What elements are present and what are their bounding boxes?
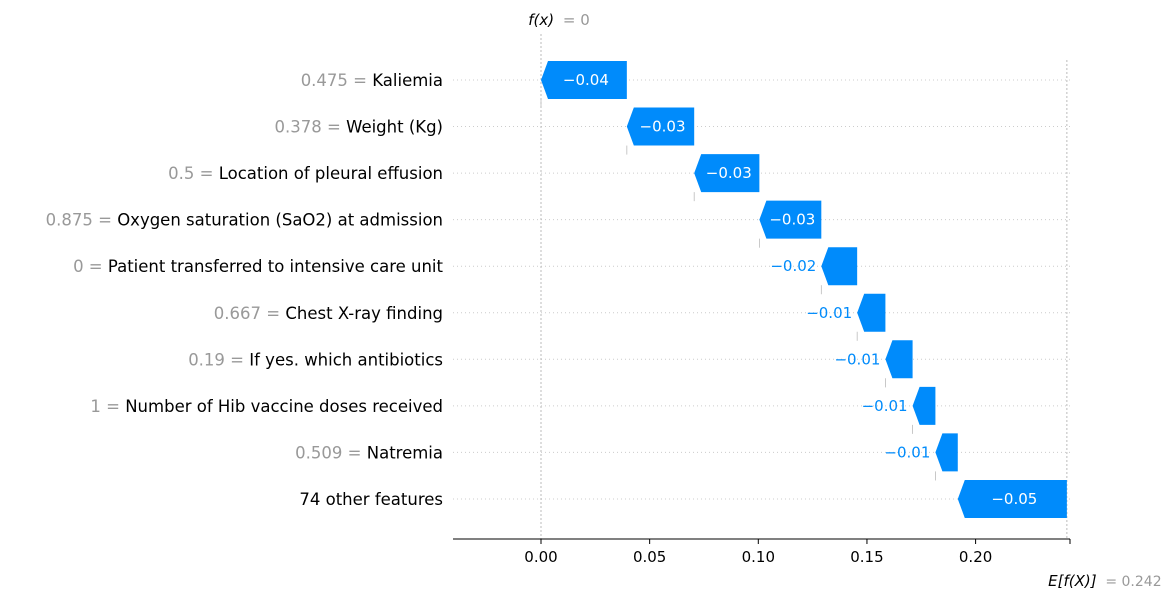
equals-sign: = [84, 257, 108, 276]
equals-sign: = [194, 164, 218, 183]
feature-label: 0.378 = Weight (Kg) [275, 118, 443, 137]
bar-value-label: −0.01 [834, 350, 880, 368]
bar-9 [935, 433, 958, 472]
bars-group: −0.04 −0.03 −0.03 −0.03 −0.02 −0.01 −0.01 −0.01… [540, 61, 1067, 518]
fx-annotation: f(x) = 0 [528, 11, 590, 29]
bar-7 [885, 340, 913, 379]
feature-value: 1 [90, 397, 101, 416]
equals-sign: = [342, 443, 366, 462]
feature-value: 0.19 [188, 350, 225, 369]
feature-label: 0 = Patient transferred to intensive car… [73, 257, 443, 276]
feature-label: 0.875 = Oxygen saturation (SaO2) at admi… [46, 211, 443, 230]
bar-1 [541, 61, 627, 99]
bar-10 [957, 479, 1067, 518]
fx-label: f(x) [528, 11, 554, 29]
bar-value-label: −0.03 [769, 211, 815, 229]
fx-value: = 0 [563, 11, 590, 29]
x-axis: 0.00 0.05 0.10 0.15 0.20 [453, 538, 1071, 566]
feature-value: 0.475 [301, 71, 348, 90]
bar-8 [912, 386, 936, 425]
feature-name: Location of pleural effusion [219, 164, 443, 183]
bar-value-label: −0.04 [563, 71, 609, 89]
feature-name: Patient transferred to intensive care un… [108, 257, 444, 276]
feature-value: 0.378 [275, 118, 322, 137]
feature-name: Chest X-ray finding [285, 304, 443, 323]
bar-value-label: −0.03 [640, 118, 686, 136]
bar-value-label: −0.01 [862, 397, 908, 415]
x-tick-label: 0.15 [850, 548, 883, 566]
equals-sign: = [348, 71, 372, 90]
x-tick-label: 0.10 [742, 548, 775, 566]
bar-value-label: −0.05 [991, 490, 1037, 508]
feature-label: 0.667 = Chest X-ray finding [214, 304, 443, 323]
feature-name: Natremia [367, 443, 443, 462]
feature-label: 0.5 = Location of pleural effusion [168, 164, 443, 183]
feature-value: 0.667 [214, 304, 261, 323]
equals-sign: = [101, 397, 125, 416]
feature-label: 0.509 = Natremia [295, 443, 443, 462]
feature-value: 0.509 [295, 443, 342, 462]
base-value-label: E[f(X)] [1048, 572, 1097, 590]
x-tick-label: 0.20 [959, 548, 992, 566]
feature-labels: 0.475 = Kaliemia 0.378 = Weight (Kg) 0.5 =… [46, 71, 444, 509]
feature-value: 0.875 [46, 211, 93, 230]
base-value-annotation: E[f(X)] = 0.242 [1048, 572, 1162, 590]
bar-2 [626, 107, 695, 146]
bar-value-label: −0.02 [770, 257, 816, 275]
bar-6 [857, 293, 886, 332]
bar-4 [759, 200, 822, 239]
bar-value-label: −0.01 [884, 443, 930, 461]
equals-sign: = [93, 211, 117, 230]
feature-label: 74 other features [299, 490, 443, 509]
feature-name: Number of Hib vaccine doses received [125, 397, 443, 416]
equals-sign: = [225, 350, 249, 369]
grid-lines [453, 79, 1070, 500]
feature-name: 74 other features [299, 490, 443, 509]
bar-3 [694, 154, 760, 193]
bar-value-label: −0.03 [706, 164, 752, 182]
equals-sign: = [322, 118, 346, 137]
feature-name: Weight (Kg) [346, 118, 443, 137]
x-tick-label: 0.05 [633, 548, 666, 566]
feature-name: Kaliemia [372, 71, 443, 90]
equals-sign: = [261, 304, 285, 323]
x-tick-label: 0.00 [524, 548, 557, 566]
feature-label: 0.475 = Kaliemia [301, 71, 443, 90]
feature-value: 0 [73, 257, 84, 276]
feature-name: If yes. which antibiotics [249, 350, 443, 369]
feature-label: 1 = Number of Hib vaccine doses received [90, 397, 443, 416]
bar-value-label: −0.01 [806, 304, 852, 322]
bar-5 [821, 247, 858, 286]
feature-value: 0.5 [168, 164, 194, 183]
base-value-value: = 0.242 [1105, 574, 1161, 590]
feature-name: Oxygen saturation (SaO2) at admission [117, 211, 443, 230]
feature-label: 0.19 = If yes. which antibiotics [188, 350, 443, 369]
